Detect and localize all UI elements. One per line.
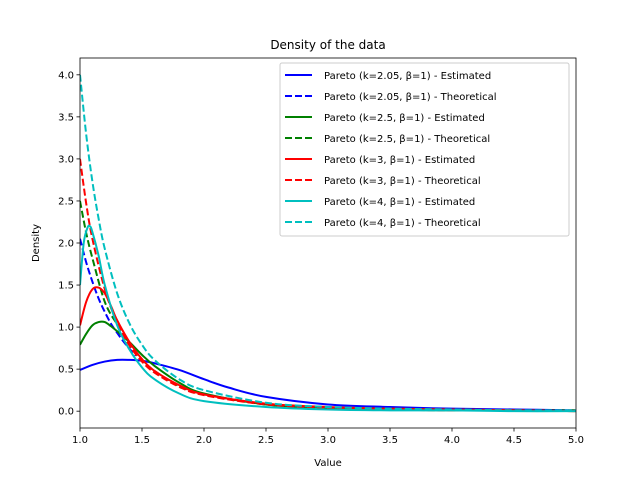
x-tick-label: 2.0 xyxy=(196,435,212,446)
y-axis: 0.0 0.5 1.0 1.5 2.0 2.5 3.0 3.5 4.0 xyxy=(58,70,80,418)
legend-label: Pareto (k=2.5, β=1) - Estimated xyxy=(324,113,485,124)
series-line-8 xyxy=(80,74,576,412)
y-tick-label: 0.5 xyxy=(58,365,74,376)
series-line-2 xyxy=(80,238,137,357)
y-tick-label: 2.0 xyxy=(58,239,74,250)
y-tick-label: 4.0 xyxy=(58,70,74,81)
legend: Pareto (k=2.05, β=1) - Estimated Pareto (… xyxy=(279,62,570,237)
x-tick-label: 3.0 xyxy=(320,435,336,446)
series-line-1 xyxy=(80,358,576,412)
legend-label: Pareto (k=3, β=1) - Estimated xyxy=(324,155,475,166)
legend-label: Pareto (k=3, β=1) - Theoretical xyxy=(324,176,481,187)
x-tick-label: 4.0 xyxy=(444,435,460,446)
x-tick-label: 2.5 xyxy=(258,435,274,446)
x-tick-label: 5.0 xyxy=(568,435,584,446)
y-tick-label: 3.5 xyxy=(58,112,74,123)
y-axis-title: Density xyxy=(31,224,42,262)
chart-title: Density of the data xyxy=(270,38,385,52)
x-tick-label: 4.5 xyxy=(506,435,522,446)
series-layer xyxy=(80,74,576,413)
x-axis-title: Value xyxy=(314,458,341,469)
legend-label: Pareto (k=4, β=1) - Estimated xyxy=(324,197,475,208)
y-tick-label: 1.0 xyxy=(58,323,74,334)
x-tick-label: 1.0 xyxy=(72,435,88,446)
x-axis: 1.0 1.5 2.0 2.5 3.0 3.5 4.0 4.5 5.0 xyxy=(72,428,584,446)
legend-label: Pareto (k=2.5, β=1) - Theoretical xyxy=(324,134,490,145)
y-tick-label: 3.0 xyxy=(58,154,74,165)
legend-label: Pareto (k=2.05, β=1) - Estimated xyxy=(324,71,491,82)
legend-label: Pareto (k=2.05, β=1) - Theoretical xyxy=(324,92,497,103)
legend-box xyxy=(279,62,570,237)
y-tick-label: 2.5 xyxy=(58,196,74,207)
y-tick-label: 0.0 xyxy=(58,407,74,418)
legend-label: Pareto (k=4, β=1) - Theoretical xyxy=(324,218,481,229)
y-tick-label: 1.5 xyxy=(58,281,74,292)
series-line-7 xyxy=(80,224,576,413)
x-tick-label: 1.5 xyxy=(134,435,150,446)
x-tick-label: 3.5 xyxy=(382,435,398,446)
